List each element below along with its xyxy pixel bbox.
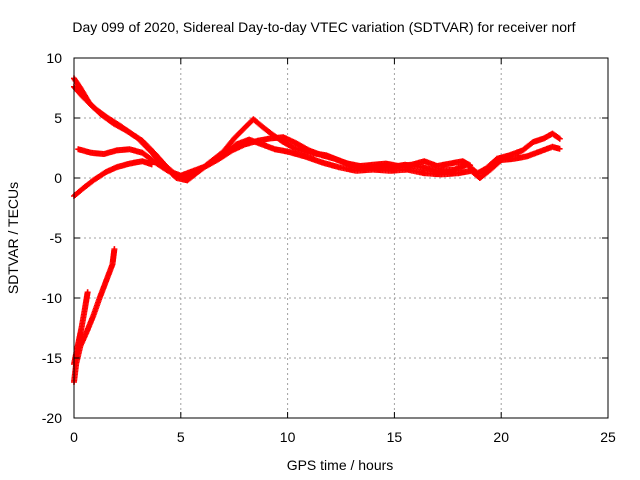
x-tick-label: 20: [493, 429, 509, 445]
x-tick-label: 25: [600, 429, 616, 445]
series-track-f: [71, 289, 91, 367]
series-track-c: [75, 134, 474, 179]
data-points: [71, 75, 563, 385]
y-tick-label: -15: [42, 350, 62, 366]
x-tick-label: 5: [177, 429, 185, 445]
grid: [74, 58, 608, 418]
x-tick-label: 15: [387, 429, 403, 445]
data-point: [111, 246, 118, 253]
y-tick-label: 0: [54, 170, 62, 186]
series-track-a: [71, 75, 563, 181]
data-point: [467, 162, 474, 169]
y-tick-label: -10: [42, 290, 62, 306]
chart-title: Day 099 of 2020, Sidereal Day-to-day VTE…: [72, 19, 575, 35]
data-point: [84, 289, 91, 296]
axis-ticks: 0 5 10 15 20 25 -20 -15 -10 -5 0 5 10: [42, 50, 616, 445]
data-point: [556, 135, 563, 142]
y-tick-label: -20: [42, 410, 62, 426]
y-tick-label: 5: [54, 110, 62, 126]
data-point: [556, 145, 563, 152]
x-tick-label: 0: [70, 429, 78, 445]
series-track-e: [71, 246, 118, 385]
x-axis-title: GPS time / hours: [287, 457, 394, 473]
y-axis-title: SDTVAR / TECUs: [5, 182, 21, 294]
series-track-d: [71, 158, 155, 199]
y-tick-label: -5: [50, 230, 63, 246]
series-track-b: [71, 83, 563, 184]
y-tick-label: 10: [46, 50, 62, 66]
data-point: [148, 161, 155, 168]
x-tick-label: 10: [280, 429, 296, 445]
